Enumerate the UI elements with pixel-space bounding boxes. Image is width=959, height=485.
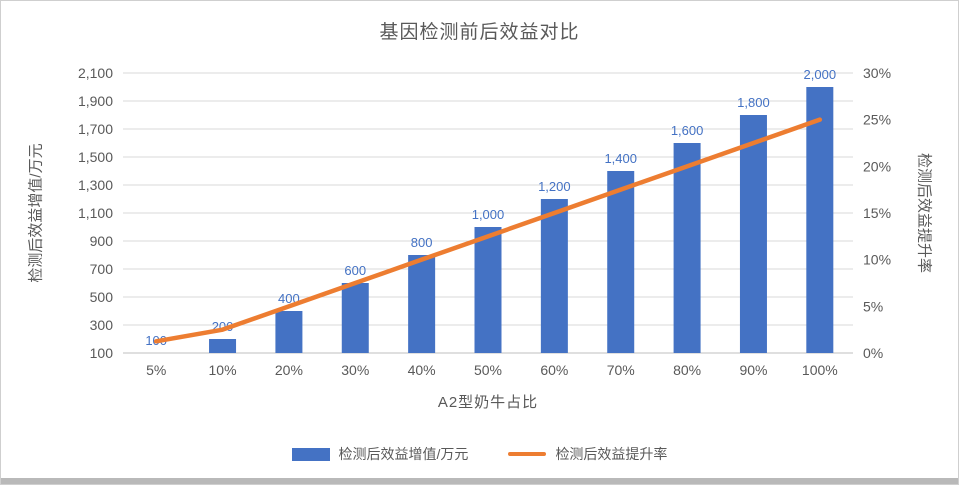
- left-axis-tick: 1,100: [78, 205, 113, 221]
- x-axis-tick: 40%: [408, 362, 436, 378]
- x-axis-tick: 60%: [540, 362, 568, 378]
- bar-data-label: 1,400: [604, 151, 637, 166]
- left-axis-tick: 1,300: [78, 177, 113, 193]
- right-axis-tick: 15%: [863, 205, 891, 221]
- bar-data-label: 1,800: [737, 95, 770, 110]
- left-axis-tick: 2,100: [78, 65, 113, 81]
- x-axis-tick: 80%: [673, 362, 701, 378]
- bar: [739, 115, 767, 353]
- legend: 检测后效益增值/万元 检测后效益提升率: [1, 444, 958, 464]
- legend-label-line: 检测后效益提升率: [555, 446, 668, 462]
- chart-title: 基因检测前后效益对比: [379, 22, 580, 43]
- bar: [607, 171, 635, 353]
- line-series-swatch-icon: [508, 452, 547, 456]
- bar-data-label: 800: [411, 235, 433, 250]
- left-axis-tick: 1,700: [78, 121, 113, 137]
- bar-data-label: 1,000: [472, 207, 505, 222]
- bar-series-swatch-icon: [291, 447, 330, 461]
- right-axis-tick: 0%: [863, 345, 883, 361]
- bar-data-label: 600: [344, 263, 366, 278]
- bar: [341, 283, 369, 353]
- bar-data-label: 1,600: [671, 123, 704, 138]
- legend-item-bars[interactable]: 检测后效益增值/万元: [291, 444, 469, 464]
- x-axis-tick: 30%: [341, 362, 369, 378]
- plot-area: 100 300 500 700 900 1,100 1,300 1,500 1,700 1,900…: [78, 65, 891, 378]
- x-axis-tick: 50%: [474, 362, 502, 378]
- bar: [408, 255, 436, 353]
- bar: [540, 199, 568, 353]
- legend-label-bars: 检测后效益增值/万元: [338, 446, 469, 462]
- bar: [806, 87, 834, 353]
- bar: [275, 311, 303, 353]
- bar: [209, 339, 237, 353]
- x-axis-tick: 5%: [146, 362, 166, 378]
- left-axis-tick: 1,900: [78, 93, 113, 109]
- bar-data-label: 2,000: [804, 67, 837, 82]
- left-axis-tick: 500: [90, 289, 114, 305]
- window-bottom-edge: [1, 478, 958, 484]
- x-axis-title: A2型奶牛占比: [437, 394, 539, 411]
- left-axis-tick: 300: [90, 317, 114, 333]
- left-axis-tick: 900: [90, 233, 114, 249]
- rate-line: [153, 117, 823, 344]
- left-axis-tick: 700: [90, 261, 114, 277]
- right-axis-tick: 10%: [863, 252, 891, 268]
- x-axis-tick: 10%: [209, 362, 237, 378]
- right-axis-tick: 25%: [863, 112, 891, 128]
- left-axis-tick: 100: [90, 345, 114, 361]
- bar: [673, 143, 701, 353]
- right-axis-tick: 5%: [863, 298, 883, 314]
- x-axis-tick: 90%: [739, 362, 767, 378]
- right-axis-tick: 30%: [863, 65, 891, 81]
- left-axis-tick: 1,500: [78, 149, 113, 165]
- bar-data-label: 1,200: [538, 179, 571, 194]
- x-axis-tick: 100%: [802, 362, 838, 378]
- bar: [474, 227, 502, 353]
- x-axis-tick: 70%: [607, 362, 635, 378]
- x-axis-tick: 20%: [275, 362, 303, 378]
- legend-item-line[interactable]: 检测后效益提升率: [508, 444, 667, 464]
- right-axis-tick: 20%: [863, 158, 891, 174]
